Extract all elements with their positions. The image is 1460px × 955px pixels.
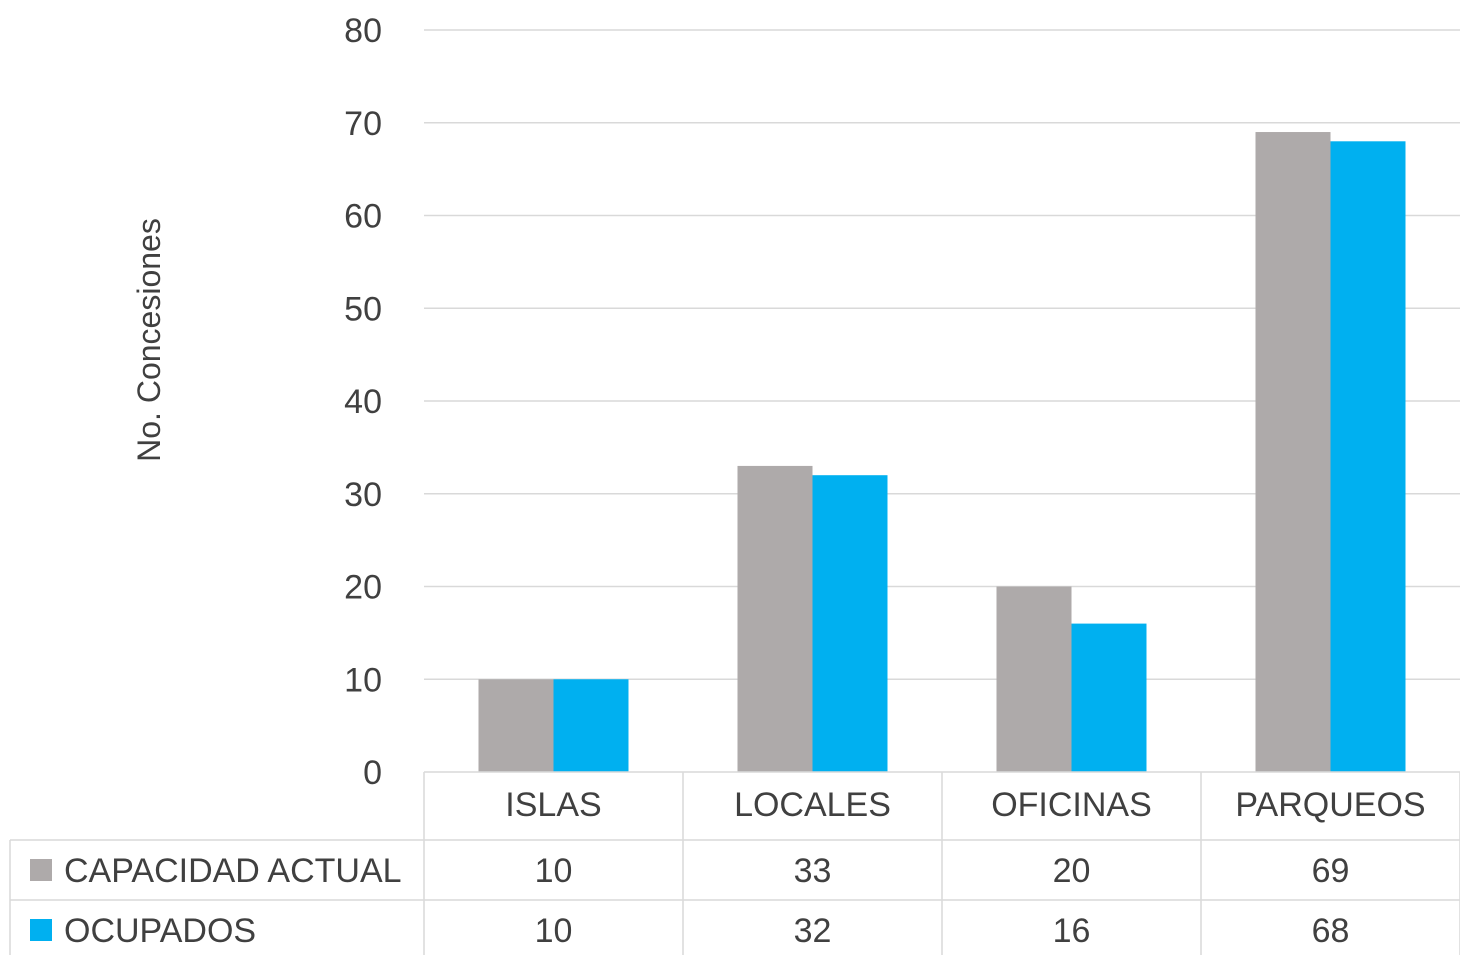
x-category-label: LOCALES	[734, 786, 891, 824]
y-tick-label: 20	[344, 569, 382, 607]
y-tick-label: 30	[344, 476, 382, 514]
bar	[737, 465, 813, 772]
y-tick-label: 10	[344, 661, 382, 699]
table-value: 69	[1312, 852, 1350, 890]
table-value: 16	[1053, 912, 1091, 950]
x-category-label: OFICINAS	[991, 786, 1152, 824]
bar	[996, 586, 1072, 772]
bar	[1255, 132, 1331, 772]
table-value: 33	[794, 852, 832, 890]
table-value: 20	[1053, 852, 1091, 890]
y-tick-label: 40	[344, 383, 382, 421]
bar	[812, 475, 888, 772]
data-table: ISLAS LOCALES OFICINAS PARQUEOS CAPACIDAD AC…	[9, 771, 1460, 955]
y-axis-label: No. Concesiones	[131, 218, 167, 462]
table-value: 68	[1312, 912, 1350, 950]
y-tick-label: 60	[344, 198, 382, 236]
bar	[478, 679, 554, 772]
y-tick-label: 50	[344, 290, 382, 328]
y-tick-label: 70	[344, 105, 382, 143]
y-axis-ticks: 0 10 20 30 40 50 60 70 80	[344, 12, 382, 792]
legend-swatch	[30, 919, 52, 941]
legend-series-name: CAPACIDAD ACTUAL	[64, 852, 402, 890]
bar	[1071, 623, 1147, 772]
x-category-label: PARQUEOS	[1235, 786, 1425, 824]
y-tick-label: 0	[363, 754, 382, 792]
legend-swatch	[30, 859, 52, 881]
bars	[478, 132, 1406, 773]
y-tick-label: 80	[344, 12, 382, 50]
table-value: 10	[535, 852, 573, 890]
x-category-label: ISLAS	[505, 786, 601, 824]
table-value: 10	[535, 912, 573, 950]
bar	[553, 679, 629, 772]
table-value: 32	[794, 912, 832, 950]
legend-series-name: OCUPADOS	[64, 912, 256, 950]
gridlines	[424, 29, 1460, 680]
bar	[1330, 141, 1406, 773]
